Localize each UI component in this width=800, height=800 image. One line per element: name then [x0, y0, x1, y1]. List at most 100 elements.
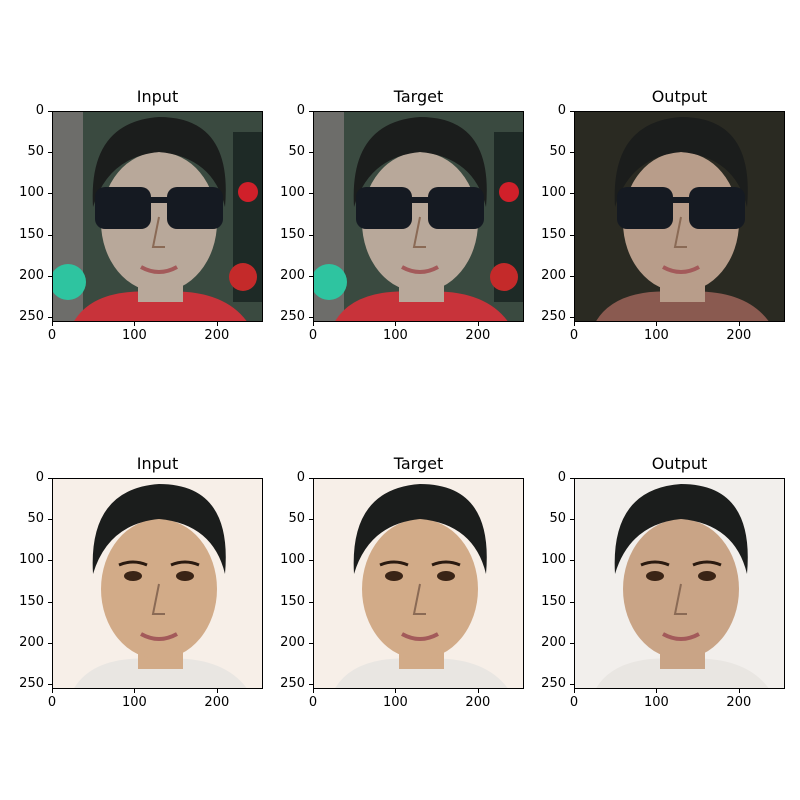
x-tick-label: 100: [122, 328, 147, 343]
x-tick-mark: [656, 322, 658, 326]
x-tick-label: 0: [308, 328, 318, 343]
y-tick-label: 200: [19, 267, 44, 283]
y-tick-mark: [309, 560, 313, 562]
y-tick-label: 0: [35, 470, 44, 485]
y-tick-mark: [309, 601, 313, 603]
panel-title: Input: [136, 87, 179, 106]
y-tick-label: 150: [19, 226, 44, 242]
y-tick-mark: [570, 234, 574, 236]
y-tick-label: 200: [541, 634, 566, 650]
y-tick-label: 250: [541, 676, 566, 692]
panel-title: Output: [651, 87, 708, 106]
x-tick-mark: [52, 322, 53, 326]
y-tick-mark: [48, 478, 52, 479]
x-tick-mark: [656, 689, 658, 693]
y-tick-label: 200: [280, 267, 305, 283]
y-tick-label: 100: [280, 185, 305, 201]
y-tick-label: 250: [541, 309, 566, 325]
y-tick-label: 150: [19, 593, 44, 609]
x-tick-mark: [134, 689, 136, 693]
face-image: [313, 478, 524, 689]
y-tick-label: 250: [19, 309, 44, 325]
face-image: [52, 111, 263, 322]
y-tick-label: 0: [35, 103, 44, 118]
x-tick-label: 0: [308, 695, 318, 710]
y-tick-label: 150: [280, 593, 305, 609]
y-tick-mark: [570, 275, 574, 277]
y-tick-mark: [309, 519, 313, 521]
y-tick-label: 100: [19, 552, 44, 568]
y-tick-mark: [309, 193, 313, 195]
y-tick-label: 50: [549, 144, 566, 160]
y-tick-label: 50: [27, 144, 44, 160]
y-tick-mark: [309, 642, 313, 644]
y-tick-mark: [570, 317, 574, 319]
y-tick-label: 250: [280, 676, 305, 692]
y-tick-label: 50: [27, 511, 44, 527]
y-tick-mark: [570, 152, 574, 154]
x-tick-label: 100: [644, 328, 669, 343]
y-tick-label: 150: [541, 593, 566, 609]
x-tick-label: 100: [122, 695, 147, 710]
y-tick-mark: [48, 519, 52, 521]
x-tick-mark: [52, 689, 53, 693]
x-tick-mark: [216, 689, 218, 693]
panel-title: Output: [651, 454, 708, 473]
x-tick-label: 0: [569, 695, 579, 710]
y-tick-mark: [309, 111, 313, 112]
y-tick-mark: [48, 111, 52, 112]
y-tick-mark: [48, 684, 52, 686]
y-tick-mark: [570, 111, 574, 112]
y-tick-mark: [48, 317, 52, 319]
x-tick-mark: [574, 322, 575, 326]
x-tick-mark: [477, 689, 479, 693]
y-tick-mark: [570, 684, 574, 686]
panel-title: Target: [393, 87, 444, 106]
x-tick-label: 0: [47, 328, 57, 343]
y-tick-label: 0: [557, 470, 566, 485]
x-tick-label: 200: [465, 328, 491, 343]
y-tick-mark: [309, 317, 313, 319]
y-tick-mark: [570, 642, 574, 644]
y-tick-label: 100: [19, 185, 44, 201]
y-tick-mark: [309, 684, 313, 686]
x-tick-label: 100: [383, 328, 408, 343]
y-tick-mark: [48, 642, 52, 644]
y-tick-label: 200: [19, 634, 44, 650]
y-tick-label: 100: [541, 552, 566, 568]
x-tick-mark: [313, 322, 314, 326]
x-tick-mark: [395, 689, 397, 693]
y-tick-label: 150: [280, 226, 305, 242]
x-tick-label: 200: [204, 695, 230, 710]
y-tick-label: 50: [549, 511, 566, 527]
face-image: [574, 478, 785, 689]
y-tick-mark: [48, 275, 52, 277]
x-tick-mark: [738, 689, 740, 693]
face-image: [52, 478, 263, 689]
y-tick-mark: [48, 152, 52, 154]
y-tick-mark: [48, 193, 52, 195]
x-tick-label: 0: [569, 328, 579, 343]
x-tick-label: 200: [726, 695, 752, 710]
y-tick-label: 200: [280, 634, 305, 650]
x-tick-label: 200: [465, 695, 491, 710]
y-tick-mark: [48, 234, 52, 236]
y-tick-label: 250: [19, 676, 44, 692]
y-tick-label: 0: [557, 103, 566, 118]
y-tick-mark: [309, 275, 313, 277]
y-tick-label: 200: [541, 267, 566, 283]
y-tick-mark: [48, 601, 52, 603]
x-tick-label: 0: [47, 695, 57, 710]
x-tick-mark: [574, 689, 575, 693]
x-tick-label: 200: [204, 328, 230, 343]
x-tick-mark: [134, 322, 136, 326]
x-tick-mark: [738, 322, 740, 326]
x-tick-label: 100: [383, 695, 408, 710]
y-tick-mark: [570, 193, 574, 195]
y-tick-label: 150: [541, 226, 566, 242]
face-image: [313, 111, 524, 322]
y-tick-mark: [309, 478, 313, 479]
x-tick-mark: [395, 322, 397, 326]
face-image: [574, 111, 785, 322]
y-tick-label: 0: [296, 470, 305, 485]
